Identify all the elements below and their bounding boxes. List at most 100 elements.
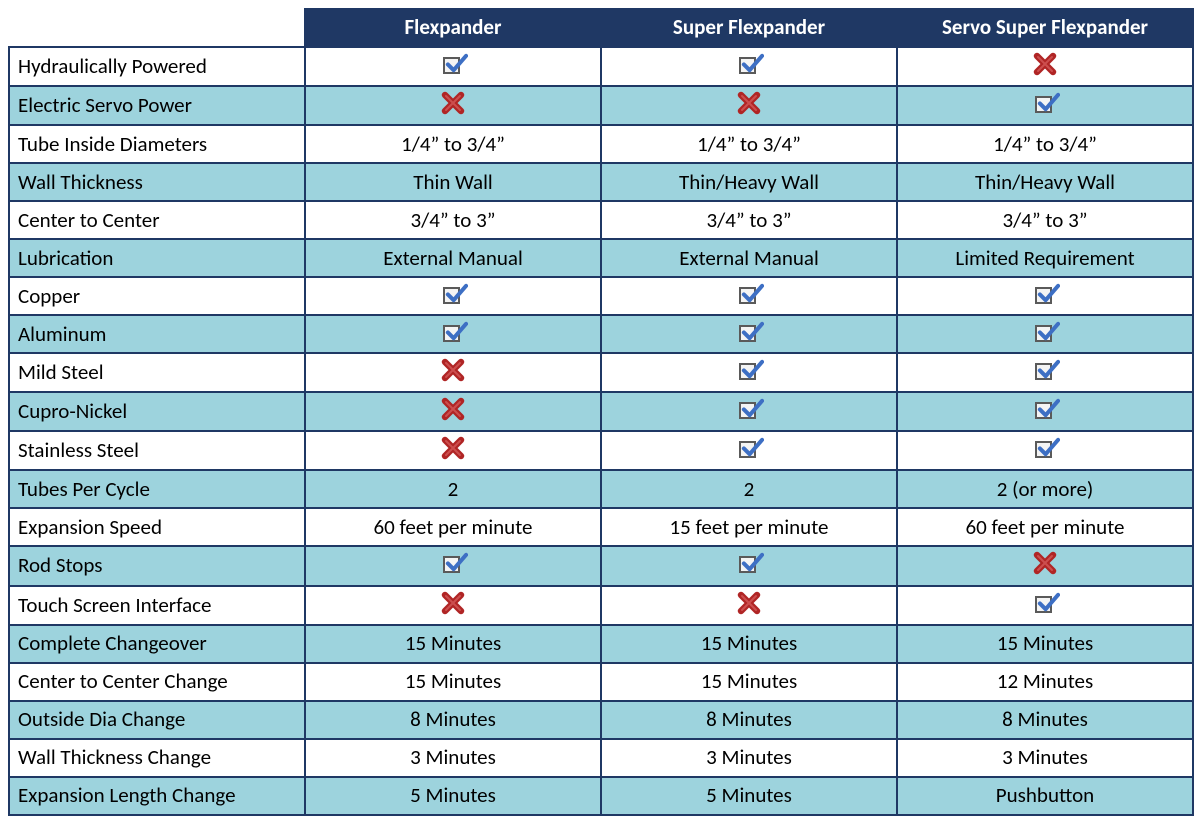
cell: 1/4” to 3/4” (601, 125, 897, 163)
cell: 60 feet per minute (897, 508, 1193, 546)
cell: 15 feet per minute (601, 508, 897, 546)
table-row: Rod Stops (9, 546, 1193, 585)
row-label: Wall Thickness (9, 163, 305, 201)
check-icon (1034, 592, 1056, 614)
cell (305, 353, 601, 392)
row-label: Complete Changeover (9, 625, 305, 663)
check-icon (1034, 359, 1056, 381)
header-col-3: Servo Super Flexpander (897, 9, 1193, 47)
cell (305, 315, 601, 353)
cell (601, 353, 897, 392)
cross-icon (441, 358, 465, 382)
cell: 3 Minutes (897, 739, 1193, 777)
cell (601, 277, 897, 315)
row-label: Touch Screen Interface (9, 586, 305, 625)
cell: 3 Minutes (305, 739, 601, 777)
cell (601, 86, 897, 125)
table-row: Stainless Steel (9, 431, 1193, 470)
cell (897, 392, 1193, 431)
check-icon (1034, 283, 1056, 305)
header-col-1: Flexpander (305, 9, 601, 47)
check-icon (442, 321, 464, 343)
table-row: Copper (9, 277, 1193, 315)
cell (897, 353, 1193, 392)
cross-icon (737, 91, 761, 115)
cell: External Manual (601, 239, 897, 277)
row-label: Expansion Speed (9, 508, 305, 546)
check-icon (738, 398, 760, 420)
comparison-table: Flexpander Super Flexpander Servo Super … (8, 8, 1194, 816)
cross-icon (1033, 551, 1057, 575)
cell: 15 Minutes (897, 625, 1193, 663)
cell: 15 Minutes (305, 663, 601, 701)
header-blank (9, 9, 305, 47)
cell: 8 Minutes (601, 701, 897, 739)
row-label: Center to Center (9, 201, 305, 239)
table-row: LubricationExternal ManualExternal Manua… (9, 239, 1193, 277)
table-row: Outside Dia Change8 Minutes8 Minutes8 Mi… (9, 701, 1193, 739)
cell: 3/4” to 3” (305, 201, 601, 239)
table-row: Wall ThicknessThin WallThin/Heavy WallTh… (9, 163, 1193, 201)
cross-icon (1033, 52, 1057, 76)
table-row: Cupro-Nickel (9, 392, 1193, 431)
row-label: Rod Stops (9, 546, 305, 585)
cell (305, 277, 601, 315)
cell: Limited Requirement (897, 239, 1193, 277)
cell: 15 Minutes (601, 663, 897, 701)
cell (601, 392, 897, 431)
table-row: Complete Changeover15 Minutes15 Minutes1… (9, 625, 1193, 663)
table-row: Wall Thickness Change3 Minutes3 Minutes3… (9, 739, 1193, 777)
cross-icon (441, 591, 465, 615)
cell (305, 47, 601, 86)
row-label: Cupro-Nickel (9, 392, 305, 431)
cell: 3/4” to 3” (897, 201, 1193, 239)
table-row: Tube Inside Diameters1/4” to 3/4”1/4” to… (9, 125, 1193, 163)
cell (601, 431, 897, 470)
row-label: Tubes Per Cycle (9, 470, 305, 508)
table-row: Hydraulically Powered (9, 47, 1193, 86)
row-label: Hydraulically Powered (9, 47, 305, 86)
check-icon (442, 283, 464, 305)
cell (305, 86, 601, 125)
cell (601, 47, 897, 86)
cell (305, 392, 601, 431)
row-label: Stainless Steel (9, 431, 305, 470)
row-label: Outside Dia Change (9, 701, 305, 739)
cell: Thin/Heavy Wall (601, 163, 897, 201)
row-label: Wall Thickness Change (9, 739, 305, 777)
table-row: Center to Center3/4” to 3”3/4” to 3”3/4”… (9, 201, 1193, 239)
cell: 15 Minutes (601, 625, 897, 663)
check-icon (738, 283, 760, 305)
check-icon (1034, 92, 1056, 114)
cell: 2 (or more) (897, 470, 1193, 508)
row-label: Lubrication (9, 239, 305, 277)
cell: 2 (305, 470, 601, 508)
cell: 8 Minutes (305, 701, 601, 739)
cell (601, 586, 897, 625)
header-col-2: Super Flexpander (601, 9, 897, 47)
table-row: Aluminum (9, 315, 1193, 353)
cell (601, 315, 897, 353)
cell (897, 47, 1193, 86)
row-label: Tube Inside Diameters (9, 125, 305, 163)
cell (897, 586, 1193, 625)
cross-icon (737, 591, 761, 615)
cell: 1/4” to 3/4” (305, 125, 601, 163)
check-icon (442, 552, 464, 574)
row-label: Copper (9, 277, 305, 315)
cell (897, 315, 1193, 353)
cell (305, 431, 601, 470)
table-row: Electric Servo Power (9, 86, 1193, 125)
cell: 8 Minutes (897, 701, 1193, 739)
cell: 15 Minutes (305, 625, 601, 663)
check-icon (738, 321, 760, 343)
table-row: Touch Screen Interface (9, 586, 1193, 625)
cell (897, 277, 1193, 315)
check-icon (738, 437, 760, 459)
check-icon (738, 53, 760, 75)
cell (897, 431, 1193, 470)
row-label: Center to Center Change (9, 663, 305, 701)
check-icon (738, 359, 760, 381)
check-icon (1034, 398, 1056, 420)
table-row: Expansion Speed 60 feet per minute15 feet… (9, 508, 1193, 546)
